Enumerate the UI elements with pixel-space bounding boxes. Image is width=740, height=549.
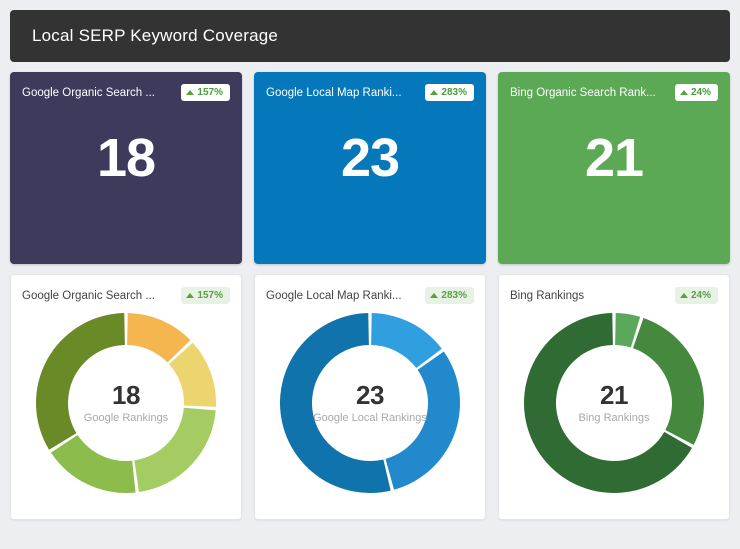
kpi-card-google-local-map-rankings[interactable]: Google Local Map Ranki... 283% 23 [254, 72, 486, 264]
donut-chart-area: 23 Google Local Rankings [255, 304, 485, 502]
donut-row: Google Organic Search ... 157% 18 Google… [10, 274, 730, 520]
donut-segment[interactable] [50, 435, 136, 493]
kpi-delta-value: 24% [690, 87, 711, 98]
donut-delta-badge: 24% [674, 287, 718, 304]
kpi-card-bing-organic-search-rankings[interactable]: Bing Organic Search Rank... 24% 21 [498, 72, 730, 264]
donut-segment[interactable] [371, 313, 442, 369]
triangle-up-icon [430, 90, 439, 95]
donut-card-header: Google Organic Search ... 157% [11, 275, 241, 304]
kpi-col-0: Google Organic Search ... 157% 18 [10, 72, 242, 264]
donut-segment[interactable] [127, 313, 191, 363]
donut-segment[interactable] [385, 351, 460, 490]
donut-card-header: Google Local Map Ranki... 283% [255, 275, 485, 304]
donut-delta-value: 157% [197, 290, 223, 301]
kpi-delta-value: 157% [197, 87, 223, 98]
donut-card-title: Google Organic Search ... [22, 289, 155, 302]
triangle-up-icon [679, 90, 688, 95]
donut-segment[interactable] [134, 407, 216, 493]
kpi-card-value: 21 [584, 128, 644, 188]
kpi-card-google-organic-search[interactable]: Google Organic Search ... 157% 18 [10, 72, 242, 264]
kpi-delta-badge: 157% [181, 84, 230, 101]
triangle-up-icon [186, 293, 195, 298]
donut-card-google-organic-search[interactable]: Google Organic Search ... 157% 18 Google… [10, 274, 242, 520]
donut-chart-area: 21 Bing Rankings [499, 304, 729, 502]
donut-card-header: Bing Rankings 24% [499, 275, 729, 304]
donut-segment[interactable] [36, 313, 125, 450]
donut-segment[interactable] [524, 313, 693, 493]
donut-chart[interactable] [277, 310, 463, 496]
donut-card-bing-rankings[interactable]: Bing Rankings 24% 21 Bing Rankings [498, 274, 730, 520]
kpi-delta-badge: 283% [425, 84, 474, 101]
donut-delta-value: 283% [441, 290, 467, 301]
kpi-delta-badge: 24% [674, 84, 718, 101]
donut-chart[interactable] [33, 310, 219, 496]
kpi-card-header: Google Organic Search ... 157% [10, 72, 242, 101]
page-title: Local SERP Keyword Coverage [32, 26, 279, 45]
triangle-up-icon [186, 90, 195, 95]
kpi-card-title: Google Local Map Ranki... [266, 86, 402, 99]
kpi-card-header: Google Local Map Ranki... 283% [254, 72, 486, 101]
donut-card-title: Bing Rankings [510, 289, 585, 302]
kpi-col-1: Google Local Map Ranki... 283% 23 [254, 72, 486, 264]
triangle-up-icon [679, 293, 688, 298]
kpi-card-header: Bing Organic Search Rank... 24% [498, 72, 730, 101]
kpi-delta-value: 283% [441, 87, 467, 98]
triangle-up-icon [430, 293, 439, 298]
kpi-card-value: 23 [340, 128, 400, 188]
donut-chart-area: 18 Google Rankings [11, 304, 241, 502]
kpi-card-value: 18 [96, 128, 156, 188]
donut-segment[interactable] [615, 313, 641, 348]
donut-segment[interactable] [632, 317, 704, 445]
donut-col-2: Bing Rankings 24% 21 Bing Rankings [498, 274, 730, 520]
donut-delta-badge: 283% [425, 287, 474, 304]
header-bar: Local SERP Keyword Coverage [10, 10, 730, 62]
donut-card-title: Google Local Map Ranki... [266, 289, 402, 302]
donut-chart[interactable] [521, 310, 707, 496]
kpi-row: Google Organic Search ... 157% 18 Google… [10, 72, 730, 264]
kpi-col-2: Bing Organic Search Rank... 24% 21 [498, 72, 730, 264]
donut-card-google-local-map-rankings[interactable]: Google Local Map Ranki... 283% 23 Google… [254, 274, 486, 520]
donut-delta-value: 24% [690, 290, 711, 301]
donut-segment[interactable] [280, 313, 391, 493]
kpi-card-title: Google Organic Search ... [22, 86, 155, 99]
donut-delta-badge: 157% [181, 287, 230, 304]
kpi-card-title: Bing Organic Search Rank... [510, 86, 656, 99]
donut-segment[interactable] [169, 342, 216, 407]
donut-col-1: Google Local Map Ranki... 283% 23 Google… [254, 274, 486, 520]
donut-col-0: Google Organic Search ... 157% 18 Google… [10, 274, 242, 520]
